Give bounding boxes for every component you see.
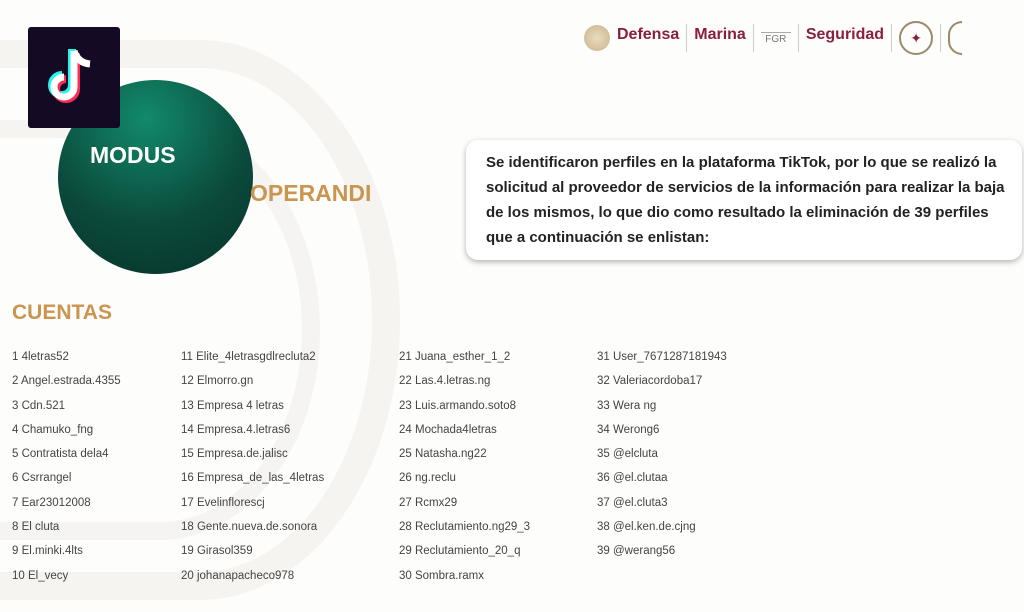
section-title: CUENTAS [12, 301, 112, 324]
divider [752, 24, 754, 52]
hero-title-operandi: OPERANDI [250, 180, 372, 206]
divider [797, 24, 799, 52]
list-item: 11 Elite_4letrasgdlrecluta2 [181, 351, 316, 363]
list-item: 38 @el.ken.de.cjng [597, 521, 696, 534]
divider [686, 24, 688, 52]
list-item: 39 @werang56 [597, 545, 676, 558]
list-item: 21 Juana_esther_1_2 [399, 351, 511, 363]
accounts-column-1: 1 4letras52 2 Angel.estrada.4355 3 Cdn.5… [12, 348, 121, 591]
list-item: 35 @elcluta [597, 448, 658, 461]
seal-icon [948, 21, 963, 55]
list-item: 2 Angel.estrada.4355 [12, 375, 121, 388]
list-item: 9 El.minki.4lts [12, 545, 83, 558]
list-item: 10 El_vecy [12, 569, 69, 582]
list-item: 32 Valeriacordoba17 [597, 375, 703, 388]
divider [891, 24, 893, 52]
list-item: 5 Contratista dela4 [12, 448, 109, 461]
list-item: 29 Reclutamiento_20_q [399, 545, 521, 558]
list-item: 20 johanapacheco978 [181, 569, 295, 582]
list-item: 23 Luis.armando.soto8 [399, 399, 516, 412]
list-item: 13 Empresa 4 letras [181, 399, 284, 412]
logo-marina: Marina [694, 26, 746, 43]
list-item: 1 4letras52 [12, 351, 69, 363]
government-logos: Defensa Marina FGR Seguridad ✦ [584, 18, 963, 58]
logo-defensa: Defensa [617, 26, 680, 43]
accounts-column-4: 31 User_7671287181943 32 Valeriacordoba1… [597, 348, 727, 567]
eagle-seal-icon: ✦ [899, 21, 934, 55]
hero-title-modus: MODUS [90, 142, 176, 168]
accounts-column-2: 11 Elite_4letrasgdlrecluta2 12 Elmorro.g… [181, 348, 324, 591]
list-item: 33 Wera ng [597, 399, 657, 412]
list-item: 17 Evelinflorescj [181, 496, 265, 509]
list-item: 22 Las.4.letras.ng [399, 375, 491, 388]
list-item: 15 Empresa.de.jalisc [181, 448, 288, 461]
list-item: 6 Csrrangel [12, 472, 72, 485]
list-item: 31 User_7671287181943 [597, 351, 727, 363]
list-item: 37 @el.cluta3 [597, 496, 668, 509]
message-box: Se identificaron perfiles en la platafor… [466, 140, 1022, 260]
list-item: 26 ng.reclu [399, 472, 456, 485]
list-item: 30 Sombra.ramx [399, 569, 485, 582]
list-item: 14 Empresa.4.letras6 [181, 423, 291, 436]
list-item: 24 Mochada4letras [399, 423, 497, 436]
list-item: 25 Natasha.ng22 [399, 448, 487, 461]
list-item: 7 Ear23012008 [12, 496, 91, 509]
logo-fgr: FGR [760, 31, 791, 45]
list-item: 34 Werong6 [597, 423, 660, 436]
list-item: 18 Gente.nueva.de.sonora [181, 521, 318, 534]
divider [940, 24, 942, 52]
list-item: 4 Chamuko_fng [12, 423, 94, 436]
list-item: 8 El cluta [12, 521, 60, 534]
mexico-seal-icon [584, 25, 610, 51]
accounts-column-3: 21 Juana_esther_1_2 22 Las.4.letras.ng 2… [399, 348, 530, 591]
list-item: 28 Reclutamiento.ng29_3 [399, 521, 531, 534]
list-item: 16 Empresa_de_las_4letras [181, 472, 325, 485]
logo-seguridad: Seguridad [805, 26, 885, 43]
list-item: 36 @el.clutaa [597, 472, 668, 485]
list-item: 12 Elmorro.gn [181, 375, 254, 388]
list-item: 19 Girasol359 [181, 545, 253, 558]
tiktok-logo-icon [28, 27, 120, 128]
list-item: 3 Cdn.521 [12, 399, 66, 412]
list-item: 27 Rcmx29 [399, 496, 458, 509]
